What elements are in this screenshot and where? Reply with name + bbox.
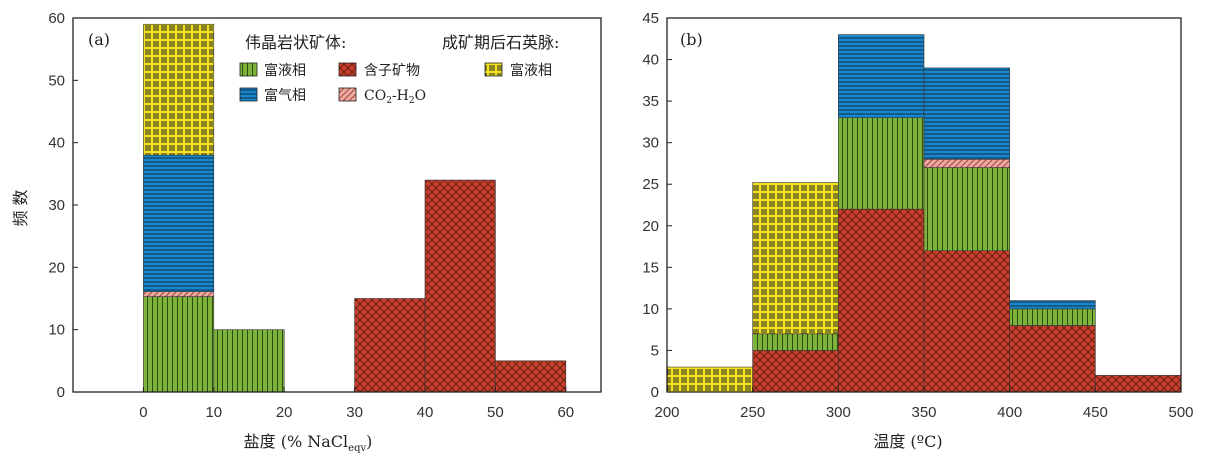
xtick-label-b-4: 400	[997, 404, 1022, 421]
legend-label-pink: CO2-H2O	[364, 88, 426, 106]
legend: 伟晶岩状矿体: 成矿期后石英脉: 富液相 含子矿物 富液相 富气相 CO2-H2…	[239, 33, 559, 106]
panel-a-chart: 0 10 20 30 40 50 60 0 10 20 30 40 50 60	[48, 10, 602, 421]
bar-a-2-red	[354, 298, 426, 393]
panel-a-label: (a)	[88, 30, 110, 49]
legend-swatch-green	[239, 62, 258, 77]
xtick-label-a-2: 20	[276, 404, 293, 421]
legend-label-red: 含子矿物	[364, 63, 420, 79]
bar-b-4-green	[1009, 308, 1096, 326]
bar-b-2-red	[838, 208, 925, 393]
ytick-label-b-0: 0	[651, 384, 659, 401]
legend-label-pink-rest: -H	[392, 88, 409, 104]
bar-a-1-green	[213, 329, 285, 393]
panel-a-xlabel: 盐度 (% NaCleqv)	[244, 432, 373, 454]
xtick-label-a-4: 40	[417, 404, 434, 421]
legend-swatch-blue	[239, 87, 258, 102]
panel-a-xlabel-main: 盐度 (% NaCl	[244, 432, 349, 451]
ytick-label-a-4: 40	[48, 135, 65, 152]
panel-a-ylabel: 频 数	[11, 189, 30, 226]
bar-a-4-red	[495, 360, 567, 393]
bar-b-3-red	[923, 250, 1010, 393]
bar-b-0-yellow	[666, 366, 753, 393]
panel-a-xlabel-sub: eqv	[348, 443, 366, 454]
bar-b-4-blue	[1009, 300, 1096, 310]
ytick-label-b-1: 5	[651, 342, 659, 359]
ytick-label-a-6: 60	[48, 10, 65, 27]
bar-b-1-yellow	[752, 182, 839, 335]
ytick-label-b-7: 35	[642, 93, 659, 110]
legend-label-green: 富液相	[264, 62, 306, 79]
ytick-label-b-9: 45	[642, 10, 659, 27]
ytick-label-b-5: 25	[642, 176, 659, 193]
legend-label-pink-main: CO	[364, 88, 386, 104]
bar-a-0-green	[143, 296, 215, 393]
ytick-label-b-2: 10	[642, 301, 659, 318]
legend-swatch-yellow	[484, 62, 503, 77]
bar-a-3-red	[424, 179, 496, 393]
legend-label-pink-sub: 2	[386, 96, 392, 106]
xtick-label-a-3: 30	[346, 404, 363, 421]
bar-b-2-green	[838, 117, 925, 210]
xtick-label-b-5: 450	[1083, 404, 1108, 421]
panel-a-xlabel-end: )	[366, 432, 372, 451]
ytick-label-a-0: 0	[57, 384, 65, 401]
bar-a-0-pink	[143, 291, 215, 297]
bar-b-3-green	[923, 167, 1010, 252]
ytick-label-b-4: 20	[642, 218, 659, 235]
ytick-label-b-6: 30	[642, 135, 659, 152]
panel-b-label: (b)	[680, 30, 703, 49]
legend-label-blue: 富气相	[264, 87, 306, 104]
bar-b-3-pink	[923, 158, 1010, 168]
ytick-label-a-3: 30	[48, 197, 65, 214]
xtick-label-b-0: 200	[654, 404, 679, 421]
bar-a-0-blue	[143, 154, 215, 292]
bar-a-0-yellow	[143, 23, 215, 156]
xtick-label-a-6: 60	[557, 404, 574, 421]
legend-swatch-pink	[338, 87, 357, 102]
legend-label-pink-sub2: 2	[409, 96, 415, 106]
bar-b-1-red	[752, 350, 839, 393]
legend-group2-title: 成矿期后石英脉:	[442, 33, 559, 52]
xtick-label-a-1: 10	[205, 404, 222, 421]
xtick-label-b-2: 300	[826, 404, 851, 421]
bar-b-3-blue	[923, 67, 1010, 160]
panel-b-chart: 200 250 300 350 400 450 500 0 5 10 15 20 25 30 35 40 45	[642, 10, 1193, 421]
bar-b-1-green	[752, 333, 839, 351]
ytick-label-a-2: 20	[48, 259, 65, 276]
legend-group1-title: 伟晶岩状矿体:	[245, 33, 346, 52]
legend-swatch-red	[338, 62, 357, 77]
bar-b-5-red	[1095, 375, 1182, 393]
bar-b-2-blue	[838, 34, 925, 119]
bar-b-4-red	[1009, 325, 1096, 393]
ytick-label-a-5: 50	[48, 72, 65, 89]
panel-b-xlabel: 温度 (ºC)	[873, 432, 942, 451]
xtick-label-b-1: 250	[740, 404, 765, 421]
legend-label-yellow: 富液相	[510, 62, 552, 79]
xtick-label-b-3: 350	[911, 404, 936, 421]
ytick-label-b-3: 15	[642, 259, 659, 276]
ytick-label-b-8: 40	[642, 52, 659, 69]
xtick-label-b-6: 500	[1168, 404, 1193, 421]
xtick-label-a-0: 0	[139, 404, 147, 421]
xtick-label-a-5: 50	[487, 404, 504, 421]
ytick-label-a-1: 10	[48, 322, 65, 339]
legend-label-pink-end: O	[415, 88, 426, 104]
